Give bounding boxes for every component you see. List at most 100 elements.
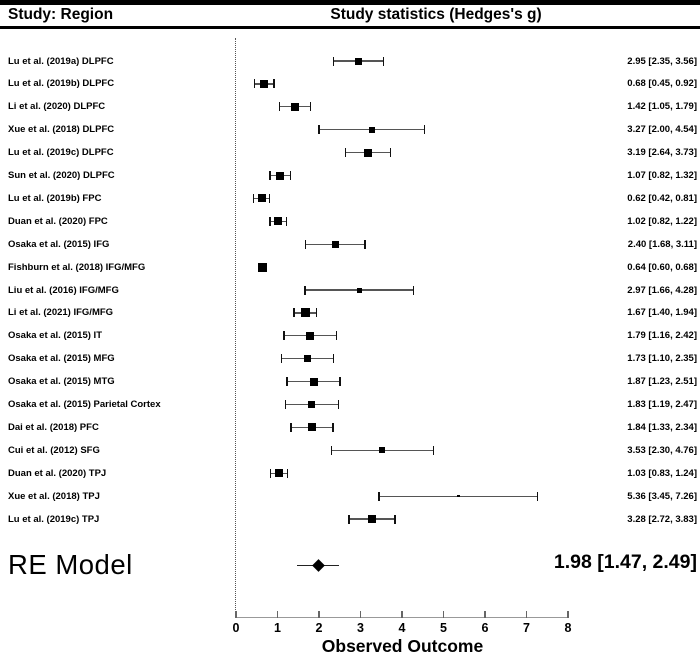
ci-cap-right: [335, 331, 338, 341]
effect-size-marker: [368, 515, 377, 523]
study-estimate-value: 1.83 [1.19, 2.47]: [627, 399, 697, 410]
study-label: Duan et al. (2020) FPC: [8, 215, 108, 227]
ci-cap-right: [364, 239, 366, 249]
effect-size-marker: [364, 148, 373, 157]
study-label: Liu et al. (2016) IFG/MFG: [8, 284, 119, 296]
effect-size-marker: [276, 171, 285, 180]
study-estimate-value: 0.62 [0.42, 0.81]: [627, 192, 697, 204]
ci-cap-left: [318, 125, 320, 135]
ci-cap-right: [412, 285, 415, 295]
ci-cap-right: [273, 79, 275, 89]
ci-cap-left: [286, 377, 288, 387]
ci-cap-left: [252, 193, 255, 203]
ci-cap-left: [305, 239, 307, 249]
ci-cap-right: [423, 125, 426, 135]
top-rule: [0, 0, 700, 5]
effect-size-marker: [354, 57, 362, 65]
ci-cap-left: [269, 171, 271, 180]
study-label: Dai et al. (2018) PFC: [8, 421, 99, 433]
effect-size-marker: [290, 102, 299, 111]
summary-model-label: RE Model: [8, 549, 133, 580]
study-estimate-value: 1.87 [1.23, 2.51]: [627, 376, 697, 388]
study-estimate-value: 1.73 [1.10, 2.35]: [627, 353, 697, 365]
study-label: Cui et al. (2012) SFG: [8, 444, 100, 456]
study-label: Fishburn et al. (2018) IFG/MFG: [8, 261, 146, 273]
x-axis-tick: [401, 610, 403, 618]
ci-cap-right: [286, 468, 289, 478]
ci-cap-left: [332, 56, 335, 66]
ci-cap-right: [383, 56, 385, 66]
column-header-statistics: Study statistics (Hedges's g): [330, 6, 542, 23]
effect-size-marker: [300, 308, 310, 318]
study-estimate-value: 1.02 [0.82, 1.22]: [627, 215, 697, 227]
ci-cap-left: [348, 514, 350, 524]
study-estimate-value: 2.97 [1.66, 4.28]: [627, 284, 697, 296]
study-estimate-value: 2.95 [2.35, 3.56]: [627, 55, 697, 67]
study-estimate-value: 1.03 [0.83, 1.24]: [627, 467, 697, 479]
ci-cap-right: [332, 354, 335, 364]
x-axis-tick-label: 2: [315, 621, 323, 635]
x-axis-tick: [484, 610, 486, 618]
header-bottom-rule: [0, 26, 700, 29]
ci-cap-left: [293, 308, 295, 318]
effect-size-marker: [274, 217, 283, 226]
ci-cap-left: [330, 445, 333, 455]
study-label: Xue et al. (2018) TPJ: [8, 490, 100, 502]
x-axis-tick-label: 6: [481, 621, 489, 635]
ci-cap-right: [290, 171, 292, 180]
ci-cap-right: [432, 445, 435, 455]
ci-cap-left: [283, 331, 285, 341]
ci-cap-right: [268, 193, 271, 203]
study-label: Osaka et al. (2015) MFG: [8, 353, 115, 365]
effect-size-marker: [379, 447, 386, 454]
study-label: Lu et al. (2019c) TPJ: [8, 513, 100, 525]
x-axis-tick-label: 7: [523, 621, 530, 635]
x-axis-line: [236, 617, 569, 619]
study-label: Sun et al. (2020) DLPFC: [8, 170, 115, 181]
ci-cap-right: [315, 308, 318, 318]
ci-cap-right: [390, 148, 392, 158]
effect-size-marker: [306, 331, 315, 340]
ci-cap-left: [378, 491, 380, 501]
study-label: Lu et al. (2019a) DLPFC: [8, 55, 114, 67]
ci-cap-left: [284, 400, 287, 409]
x-axis-tick-label: 0: [232, 621, 240, 635]
study-label: Li et al. (2021) IFG/MFG: [8, 307, 114, 319]
x-axis-tick: [359, 610, 362, 618]
x-axis-title: Observed Outcome: [321, 636, 484, 656]
ci-cap-left: [253, 79, 256, 89]
x-axis-tick: [567, 610, 569, 618]
ci-cap-left: [278, 102, 281, 112]
ci-cap-left: [269, 216, 271, 226]
ci-cap-right: [332, 422, 334, 432]
study-label: Lu et al. (2019b) FPC: [8, 192, 102, 204]
study-estimate-value: 5.36 [3.45, 7.26]: [627, 490, 697, 502]
ci-cap-left: [269, 468, 272, 478]
effect-size-marker: [332, 240, 340, 248]
study-estimate-value: 3.28 [2.72, 3.83]: [627, 513, 697, 525]
x-axis-tick: [442, 610, 445, 618]
zero-reference-line: [235, 38, 236, 614]
x-axis-tick-label: 4: [398, 621, 406, 635]
effect-size-marker: [457, 494, 460, 498]
study-estimate-value: 1.79 [1.16, 2.42]: [627, 330, 697, 342]
x-axis-tick-label: 1: [274, 621, 281, 635]
effect-size-marker: [274, 469, 283, 478]
study-estimate-value: 1.07 [0.82, 1.32]: [627, 170, 697, 181]
effect-size-marker: [368, 126, 375, 133]
x-axis-tick: [525, 610, 528, 618]
study-label: Duan et al. (2020) TPJ: [8, 467, 107, 479]
study-label: Lu et al. (2019b) DLPFC: [8, 78, 115, 90]
x-axis-tick: [276, 610, 279, 618]
ci-cap-right: [337, 400, 340, 409]
study-estimate-value: 1.67 [1.40, 1.94]: [627, 307, 697, 319]
study-label: Osaka et al. (2015) IT: [8, 330, 102, 342]
study-estimate-value: 0.64 [0.60, 0.68]: [627, 261, 697, 273]
ci-cap-right: [309, 102, 311, 112]
ci-cap-right: [536, 491, 538, 501]
ci-cap-left: [280, 354, 283, 364]
effect-size-marker: [258, 262, 268, 272]
study-estimate-value: 0.68 [0.45, 0.92]: [627, 78, 697, 90]
study-estimate-value: 1.42 [1.05, 1.79]: [627, 101, 697, 113]
